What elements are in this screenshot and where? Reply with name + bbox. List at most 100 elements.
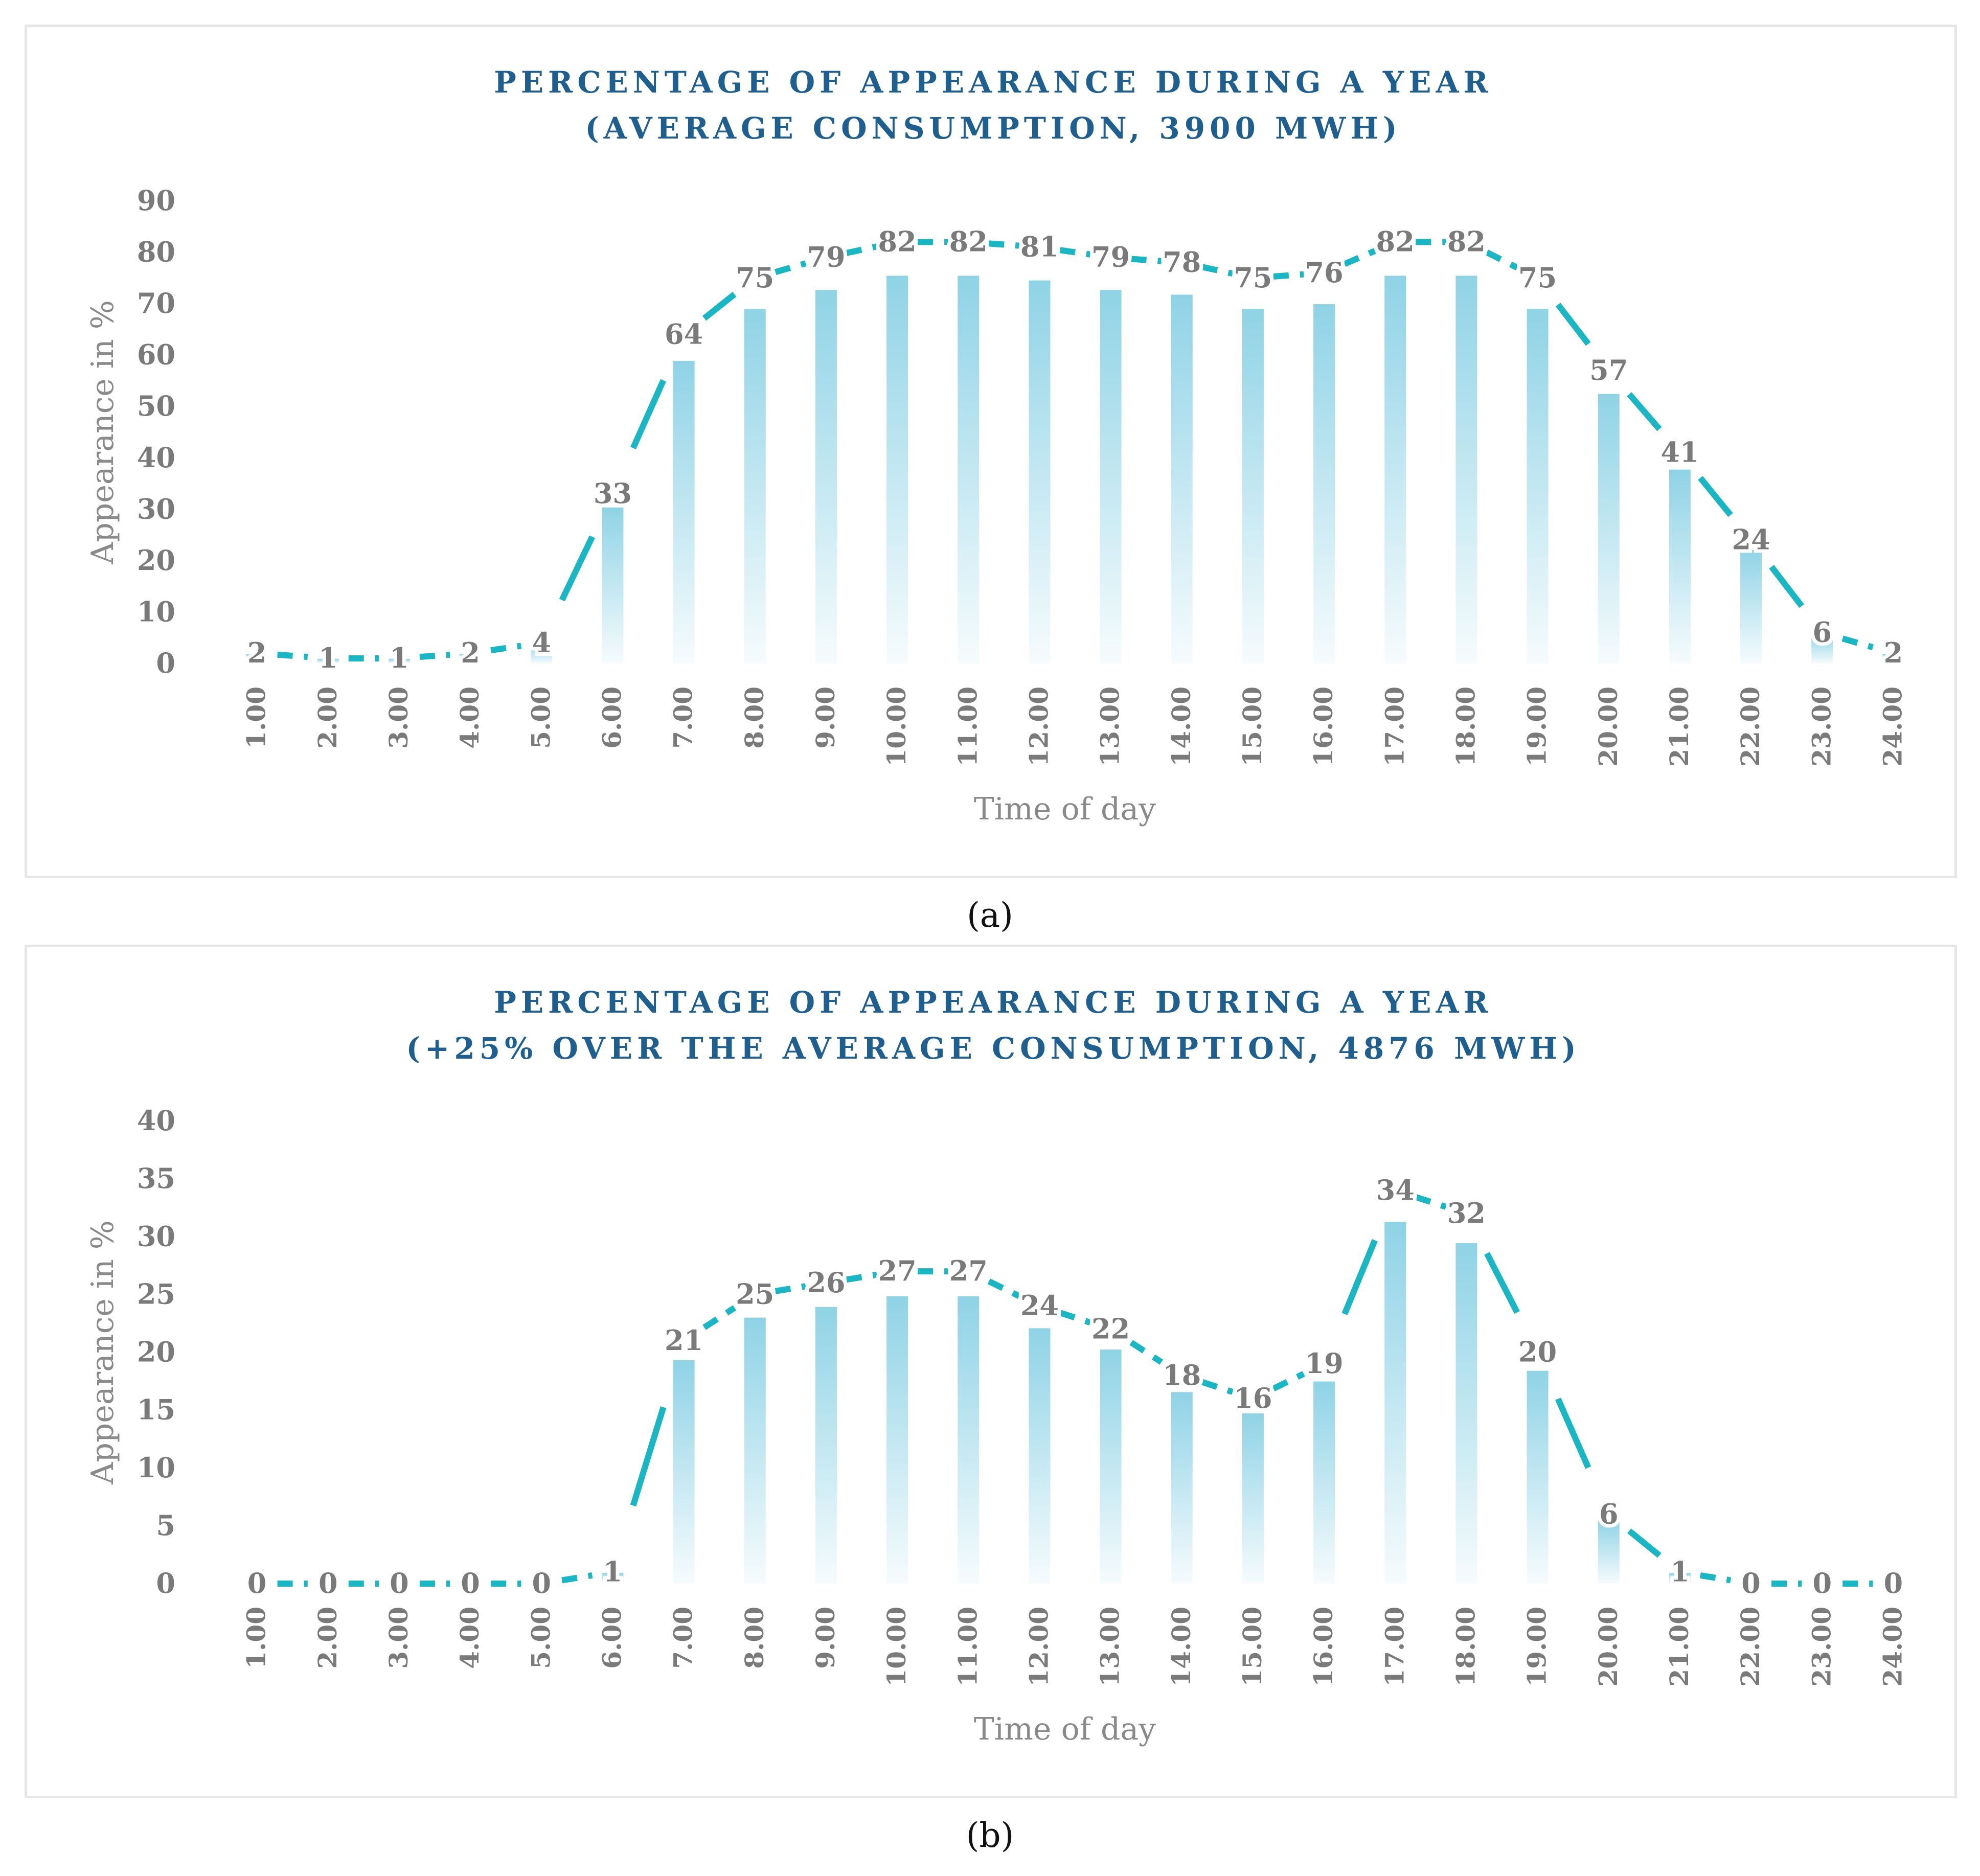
chart-a-data-label-16.00: 76 <box>1305 256 1344 289</box>
chart-b-ytick-5: 5 <box>156 1509 175 1542</box>
chart-b-xtick-21.00: 21.00 <box>1664 1607 1694 1687</box>
chart-b-data-label-18.00: 32 <box>1447 1197 1486 1229</box>
chart-a-line-segment-8 <box>775 260 807 276</box>
chart-a-xtick-20.00: 20.00 <box>1593 687 1623 767</box>
chart-b-line-segment-12 <box>1059 1310 1091 1325</box>
chart-b-bar-21.00 <box>1669 1573 1691 1584</box>
chart-a-xtick-10.00: 10.00 <box>881 687 912 767</box>
chart-a-xtick-2.00: 2.00 <box>312 687 343 749</box>
chart-a-xtick-16.00: 16.00 <box>1308 687 1338 767</box>
chart-b-ytick-10: 10 <box>137 1451 175 1484</box>
chart-a-xtick-19.00: 19.00 <box>1522 687 1552 767</box>
chart-a-xtick-17.00: 17.00 <box>1379 687 1409 767</box>
chart-b-line-segment-5 <box>561 1572 593 1584</box>
chart-b-bar-16.00 <box>1313 1381 1335 1584</box>
chart-a-line-segment-22 <box>1769 565 1805 608</box>
chart-a-xtick-15.00: 15.00 <box>1237 687 1267 767</box>
chart-a-xtick-7.00: 7.00 <box>668 687 698 749</box>
chart-b-xtick-13.00: 13.00 <box>1095 1607 1125 1687</box>
chart-a-ytick-40: 40 <box>137 441 175 474</box>
chart-a-data-label-6.00: 33 <box>594 477 632 510</box>
chart-a-bar-8.00 <box>744 309 766 664</box>
chart-a-xtick-24.00: 24.00 <box>1877 687 1907 767</box>
chart-b-xtick-23.00: 23.00 <box>1806 1607 1836 1687</box>
chart-a-ytick-80: 80 <box>137 236 175 268</box>
chart-a-line-segment-14 <box>1201 264 1234 277</box>
chart-b-xtick-15.00: 15.00 <box>1237 1607 1267 1687</box>
chart-b-data-label-7.00: 21 <box>665 1324 703 1357</box>
chart-a-bar-1.00 <box>246 654 268 664</box>
chart-b-xtick-9.00: 9.00 <box>810 1607 840 1669</box>
chart-b-bar-6.00 <box>602 1573 624 1584</box>
chart-b-bar-14.00 <box>1171 1392 1193 1584</box>
chart-b-bar-11.00 <box>958 1296 980 1584</box>
chart-b-xtick-16.00: 16.00 <box>1308 1607 1338 1687</box>
chart-b-line-segment-15 <box>1272 1371 1305 1391</box>
chart-a-xlabel: Time of day <box>974 791 1156 827</box>
chart-a-xtick-14.00: 14.00 <box>1166 687 1196 767</box>
chart-a-ytick-20: 20 <box>137 544 175 577</box>
chart-b-line-segment-18 <box>1484 1252 1520 1314</box>
chart-a-line-segment-20 <box>1627 392 1662 431</box>
chart-b-xtick-11.00: 11.00 <box>952 1607 983 1687</box>
chart-a-line-segment-11 <box>988 240 1019 249</box>
chart-b-data-label-17.00: 34 <box>1376 1174 1415 1206</box>
chart-a-line-segment-19 <box>1555 303 1591 346</box>
chart-b-data-label-19.00: 20 <box>1518 1336 1557 1368</box>
chart-a-line-segment-16 <box>1343 248 1376 267</box>
chart-a-ytick-30: 30 <box>137 492 175 525</box>
chart-b-bar-9.00 <box>815 1307 837 1584</box>
chart-a-data-label-4.00: 2 <box>461 636 480 669</box>
chart-a-line-segment-23 <box>1841 635 1874 651</box>
chart-b-line-segment-17 <box>1415 1194 1447 1210</box>
chart-b-xtick-22.00: 22.00 <box>1735 1607 1765 1687</box>
chart-a-bar-15.00 <box>1242 309 1264 664</box>
chart-a-line-segment-15 <box>1273 271 1304 280</box>
chart-a-data-label-15.00: 75 <box>1234 261 1272 294</box>
chart-b-line-segment-19 <box>1555 1398 1591 1469</box>
chart-b-line-segment-7 <box>702 1305 737 1330</box>
chart-b-xtick-19.00: 19.00 <box>1522 1607 1552 1687</box>
chart-b-line-segment-11 <box>987 1278 1021 1299</box>
chart-a-line-segment-21 <box>1698 476 1733 517</box>
chart-a-xtick-3.00: 3.00 <box>383 687 414 749</box>
chart-a-line-segment-9 <box>846 243 878 256</box>
chart-a-bar-7.00 <box>673 360 695 664</box>
chart-b-line-segment-20 <box>1627 1528 1662 1558</box>
chart-a-xtick-22.00: 22.00 <box>1735 687 1765 767</box>
chart-a-bar-13.00 <box>1100 290 1122 664</box>
chart-b-bar-8.00 <box>744 1317 766 1584</box>
chart-a-data-label-8.00: 75 <box>736 261 774 294</box>
chart-a-line-segment-3 <box>419 651 450 660</box>
chart-a-bar-4.00 <box>460 654 482 664</box>
chart-b-ytick-30: 30 <box>137 1220 175 1252</box>
chart-a-data-label-22.00: 24 <box>1732 523 1770 556</box>
chart-b-data-label-6.00: 1 <box>603 1555 623 1588</box>
chart-a-data-label-19.00: 75 <box>1518 261 1557 294</box>
chart-a-bar-10.00 <box>886 276 908 664</box>
chart-b-data-label-2.00: 0 <box>318 1567 338 1599</box>
chart-a-data-label-11.00: 82 <box>949 225 988 258</box>
chart-a-line-segment-4 <box>490 643 522 654</box>
chart-a-data-label-7.00: 64 <box>665 317 703 350</box>
chart-a-line-segment-5 <box>559 535 595 602</box>
chart-b-data-label-1.00: 0 <box>247 1567 267 1599</box>
chart-a-bar-24.00 <box>1882 654 1904 664</box>
chart-a-bar-22.00 <box>1740 550 1762 664</box>
chart-b-ytick-35: 35 <box>137 1162 175 1195</box>
chart-a-data-label-17.00: 82 <box>1376 225 1415 258</box>
chart-a-xtick-9.00: 9.00 <box>810 687 840 749</box>
chart-a-data-label-13.00: 79 <box>1091 241 1130 273</box>
chart-b-bar-20.00 <box>1598 1520 1620 1584</box>
chart-a-bar-12.00 <box>1029 280 1051 664</box>
chart-a-data-label-21.00: 41 <box>1660 436 1699 469</box>
chart-a-bar-16.00 <box>1313 304 1335 664</box>
chart-b-svg: PERCENTAGE OF APPEARANCE DURING A YEAR (+… <box>85 985 1907 1747</box>
chart-a-bar-6.00 <box>602 507 624 664</box>
chart-b-line-segment-8 <box>775 1283 806 1294</box>
chart-a-ylabel: Appearance in % <box>85 300 121 565</box>
chart-b-data-label-3.00: 0 <box>390 1567 409 1599</box>
chart-b-ytick-20: 20 <box>137 1336 175 1368</box>
chart-b-data-label-8.00: 25 <box>736 1277 774 1310</box>
chart-a-line-segment-6 <box>630 379 667 450</box>
